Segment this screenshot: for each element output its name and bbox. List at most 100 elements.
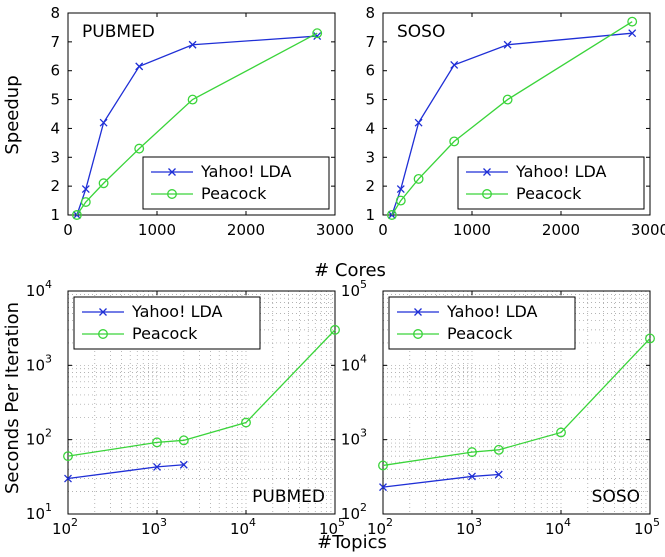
x-tick-label-exponent: 2	[386, 516, 393, 529]
data-point-peacock	[80, 197, 91, 207]
chart-title: PUBMED	[82, 22, 155, 42]
x-tick-label-exponent: 4	[564, 516, 571, 529]
y-tick-label: 102	[341, 501, 367, 523]
data-point-peacock	[178, 435, 189, 446]
x-tick-label-exponent: 3	[475, 516, 482, 529]
x-tick-label: 3000	[631, 221, 665, 239]
legend-marker-peacock	[482, 189, 492, 199]
y-axis-label-seconds-per-iteration: Seconds Per Iteration	[2, 302, 23, 494]
tick-labels: 0 1000 2000 3000 1 2 3 4 5 6 7 8	[50, 4, 354, 239]
y-tick-label-exponent: 1	[45, 501, 52, 514]
y-tick-label: 1	[50, 206, 60, 224]
series-yahoo-lda	[64, 460, 188, 483]
x-tick-label: 0	[378, 221, 388, 239]
series-peacock	[386, 16, 638, 220]
y-tick-label: 8	[365, 4, 375, 22]
data-point-yahoo-lda	[468, 472, 476, 481]
series-peacock	[71, 28, 323, 220]
legend-label-peacock: Peacock	[447, 324, 513, 343]
x-tick-label: 105	[634, 516, 660, 538]
y-tick-label-exponent: 3	[360, 427, 367, 440]
axes-frame	[382, 290, 651, 515]
panel-speedup-soso: 0 1000 2000 3000 1 2 3 4 5 6 7 8 SOSO Yahoo! LDA Peaco…	[365, 4, 665, 239]
series-peacock	[63, 324, 340, 462]
data-point-yahoo-lda	[188, 40, 197, 49]
legend-marker-yahoo-lda	[414, 308, 422, 316]
data-point-peacock	[330, 324, 340, 335]
legend-label-yahoo-lda: Yahoo! LDA	[131, 302, 223, 321]
x-tick-label: 104	[545, 516, 571, 538]
axes-frame	[67, 12, 336, 216]
data-point-peacock	[386, 210, 397, 220]
series-yahoo-lda	[387, 29, 637, 219]
y-tick-label-exponent: 3	[45, 352, 52, 365]
legend-label-peacock: Peacock	[516, 184, 582, 203]
legend-marker-peacock	[98, 329, 108, 339]
x-tick-label: 104	[230, 516, 256, 538]
data-point-peacock	[312, 28, 323, 39]
series-line-peacock	[76, 32, 318, 216]
data-point-yahoo-lda	[503, 40, 512, 49]
series-peacock	[378, 333, 655, 471]
data-point-yahoo-lda	[379, 483, 387, 492]
y-tick-label-exponent: 2	[45, 427, 52, 440]
x-tick-label-exponent: 5	[338, 516, 345, 529]
data-point-yahoo-lda	[81, 185, 90, 193]
data-point-peacock	[134, 143, 145, 154]
y-tick-label: 7	[365, 33, 375, 51]
y-tick-label-exponent: 2	[360, 501, 367, 514]
x-tick-label: 3000	[316, 221, 354, 239]
data-point-yahoo-lda	[396, 185, 405, 193]
x-tick-label: 1000	[138, 221, 176, 239]
legend: Yahoo! LDA Peacock	[388, 296, 576, 350]
chart-title: SOSO	[592, 487, 640, 507]
y-tick-label: 101	[26, 501, 52, 523]
data-point-peacock	[241, 417, 251, 428]
y-tick-label: 6	[50, 62, 60, 80]
legend-box	[73, 296, 261, 350]
data-point-yahoo-lda	[179, 460, 188, 469]
legend-marker-peacock	[167, 189, 177, 199]
x-axis-label-topics: #Topics	[317, 532, 387, 553]
series-line-peacock	[67, 329, 336, 457]
x-tick-label-exponent: 4	[249, 516, 256, 529]
panel-speedup-pubmed: 0 1000 2000 3000 1 2 3 4 5 6 7 8 PUBMED Yahoo! LDA Pea…	[50, 4, 354, 239]
y-tick-label: 3	[50, 148, 60, 166]
y-tick-label: 3	[365, 148, 375, 166]
data-point-peacock	[98, 178, 109, 189]
y-tick-label: 2	[365, 177, 375, 195]
x-tick-label: 0	[63, 221, 73, 239]
y-tick-label: 105	[341, 278, 367, 300]
data-point-peacock	[187, 94, 198, 105]
x-tick-label: 2000	[227, 221, 265, 239]
series-yahoo-lda	[72, 32, 322, 219]
x-tick-label-exponent: 3	[160, 516, 167, 529]
series-line-yahoo-lda	[67, 464, 184, 480]
legend-marker-yahoo-lda	[483, 168, 491, 176]
y-tick-label: 104	[341, 352, 367, 374]
legend-box	[142, 156, 330, 210]
y-tick-label: 1	[365, 206, 375, 224]
series-line-yahoo-lda	[391, 32, 633, 216]
legend: Yahoo! LDA Peacock	[142, 156, 330, 210]
y-tick-label: 5	[365, 91, 375, 109]
x-tick-label: 2000	[542, 221, 580, 239]
y-tick-label-exponent: 5	[360, 278, 367, 291]
x-tick-label: 102	[52, 516, 78, 538]
y-tick-label: 103	[341, 427, 367, 449]
legend-box	[457, 156, 645, 210]
axes-frame	[382, 12, 651, 216]
data-point-yahoo-lda	[64, 474, 72, 483]
y-tick-label: 6	[365, 62, 375, 80]
y-tick-label: 102	[26, 427, 52, 449]
y-tick-label: 7	[50, 33, 60, 51]
chart-title: PUBMED	[252, 487, 325, 507]
data-point-yahoo-lda	[450, 60, 459, 69]
data-point-peacock	[493, 444, 504, 455]
series-line-peacock	[391, 21, 633, 216]
data-point-peacock	[63, 451, 73, 462]
data-point-yahoo-lda	[628, 29, 637, 38]
x-tick-label: 1000	[453, 221, 491, 239]
